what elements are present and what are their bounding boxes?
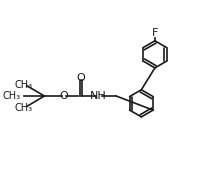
- Text: NH: NH: [90, 91, 107, 101]
- Text: CH₃: CH₃: [14, 80, 33, 89]
- Text: O: O: [60, 91, 69, 101]
- Text: F: F: [152, 28, 158, 38]
- Text: CH₃: CH₃: [14, 103, 33, 112]
- Text: CH₃: CH₃: [2, 91, 21, 101]
- Text: O: O: [77, 73, 85, 83]
